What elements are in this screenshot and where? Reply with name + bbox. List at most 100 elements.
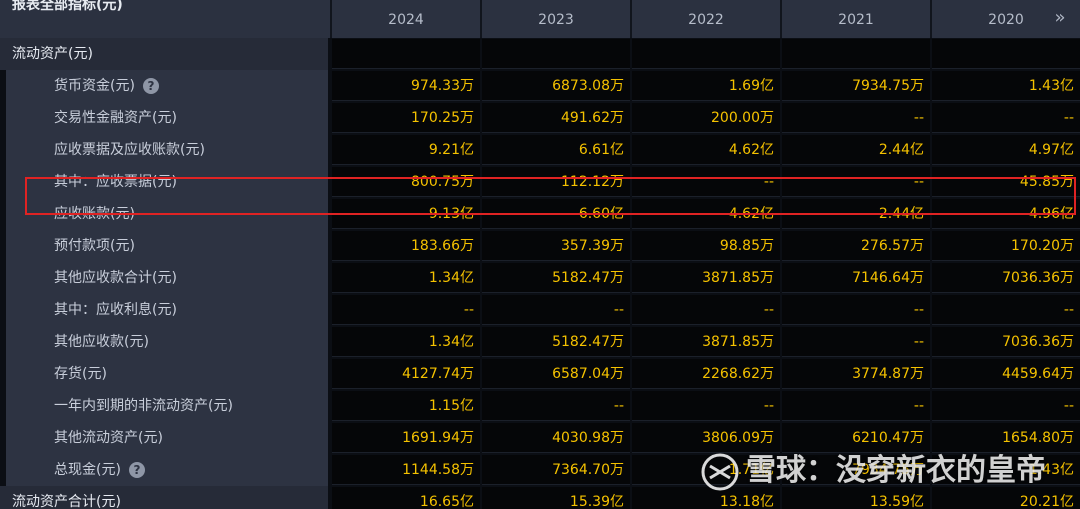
- value-cell-2023: 6587.04万: [482, 359, 630, 389]
- row-label: 应收票据及应收账款(元): [6, 134, 328, 166]
- value-cell-2023: [482, 39, 630, 69]
- row-label-text: 其他应收款(元): [54, 334, 149, 350]
- table-row: 货币资金(元)? 974.33万 6873.08万 1.69亿 7934.75万 1.43…: [0, 70, 1080, 102]
- value-cell-2020: --: [932, 103, 1080, 133]
- row-label: 总现金(元)?: [6, 454, 328, 486]
- value-cell-2022: [632, 39, 780, 69]
- row-label: 其中：应收票据(元): [6, 166, 328, 198]
- row-label: 其中：应收利息(元): [6, 294, 328, 326]
- value-cell-2024: 9.13亿: [332, 199, 480, 229]
- value-cell-2023: --: [482, 295, 630, 325]
- value-cell-2023: 15.39亿: [482, 487, 630, 509]
- row-label: 流动资产(元): [0, 38, 328, 70]
- value-cell-2021: [782, 39, 930, 69]
- value-cell-2020: --: [932, 391, 1080, 421]
- value-cell-2021: 7146.64万: [782, 263, 930, 293]
- value-cell-2022: --: [632, 391, 780, 421]
- year-column-2024[interactable]: 2024: [330, 0, 480, 38]
- value-cell-2022: 1.69亿: [632, 71, 780, 101]
- header-indicator-label: 报表全部指标(元): [0, 0, 330, 38]
- row-label: 交易性金融资产(元): [6, 102, 328, 134]
- value-cell-2022: --: [632, 167, 780, 197]
- year-column-2021[interactable]: 2021: [780, 0, 930, 38]
- help-icon[interactable]: ?: [129, 462, 145, 478]
- year-column-2020[interactable]: 2020: [930, 0, 1080, 38]
- watermark: 雪球：没穿新衣的皇帝: [700, 447, 1046, 495]
- table-row: 应收账款(元) 9.13亿 6.60亿 4.62亿 2.44亿 4.96亿: [0, 198, 1080, 230]
- value-cell-2022: 13.18亿: [632, 487, 780, 509]
- value-cell-2020: 1654.80万: [932, 423, 1080, 453]
- value-cell-2021: --: [782, 391, 930, 421]
- value-cell-2022: 4.62亿: [632, 199, 780, 229]
- value-cell-2024: 1691.94万: [332, 423, 480, 453]
- help-icon[interactable]: ?: [143, 78, 159, 94]
- row-label-text: 流动资产合计(元): [12, 494, 121, 509]
- row-label-text: 其中：应收利息(元): [54, 302, 177, 318]
- row-label: 流动资产合计(元): [0, 486, 328, 509]
- value-cell-2021: --: [782, 327, 930, 357]
- value-cell-2023: 5182.47万: [482, 327, 630, 357]
- value-cell-2022: 3806.09万: [632, 423, 780, 453]
- value-cell-2023: 6.60亿: [482, 199, 630, 229]
- header-title: 报表全部指标(元): [12, 0, 123, 13]
- value-cell-2020: 4.97亿: [932, 135, 1080, 165]
- double-chevron-right-icon[interactable]: »: [1054, 7, 1066, 28]
- value-cell-2024: 1144.58万: [332, 455, 480, 485]
- row-label-text: 流动资产(元): [12, 46, 93, 62]
- value-cell-2024: --: [332, 295, 480, 325]
- value-cell-2023: 491.62万: [482, 103, 630, 133]
- row-label-text: 货币资金(元): [54, 78, 135, 94]
- value-cell-2022: 3871.85万: [632, 263, 780, 293]
- table-row: 存货(元) 4127.74万 6587.04万 2268.62万 3774.87万 445…: [0, 358, 1080, 390]
- value-cell-2024: 16.65亿: [332, 487, 480, 509]
- value-cell-2020: 45.85万: [932, 167, 1080, 197]
- value-cell-2023: 357.39万: [482, 231, 630, 261]
- value-cell-2024: 1.34亿: [332, 263, 480, 293]
- row-label: 货币资金(元)?: [6, 70, 328, 102]
- row-label-text: 总现金(元): [54, 462, 121, 478]
- value-cell-2020: 170.20万: [932, 231, 1080, 261]
- value-cell-2024: 974.33万: [332, 71, 480, 101]
- value-cell-2022: 3871.85万: [632, 327, 780, 357]
- value-cell-2024: 1.34亿: [332, 327, 480, 357]
- value-cell-2021: 7934.75万: [782, 455, 930, 485]
- value-cell-2023: 112.12万: [482, 167, 630, 197]
- row-label-text: 其中：应收票据(元): [54, 174, 177, 190]
- table-row: 其他应收款合计(元) 1.34亿 5182.47万 3871.85万 7146.64万 7…: [0, 262, 1080, 294]
- value-cell-2023: 6873.08万: [482, 71, 630, 101]
- value-cell-2023: 6.61亿: [482, 135, 630, 165]
- value-cell-2022: 200.00万: [632, 103, 780, 133]
- year-column-2022[interactable]: 2022: [630, 0, 780, 38]
- value-cell-2024: 9.21亿: [332, 135, 480, 165]
- value-cell-2024: [332, 39, 480, 69]
- table-row: 其他应收款(元) 1.34亿 5182.47万 3871.85万 -- 7036.36万: [0, 326, 1080, 358]
- value-cell-2020: [932, 39, 1080, 69]
- value-cell-2024: 170.25万: [332, 103, 480, 133]
- value-cell-2020: 4459.64万: [932, 359, 1080, 389]
- table-row: 流动资产(元): [0, 38, 1080, 70]
- table-row: 交易性金融资产(元) 170.25万 491.62万 200.00万 -- --: [0, 102, 1080, 134]
- table-row: 应收票据及应收账款(元) 9.21亿 6.61亿 4.62亿 2.44亿 4.97亿: [0, 134, 1080, 166]
- table-header: 报表全部指标(元) 2024 2023 2022 2021 2020 »: [0, 0, 1080, 38]
- value-cell-2020: 20.21亿: [932, 487, 1080, 509]
- value-cell-2020: 1.43亿: [932, 455, 1080, 485]
- value-cell-2023: 5182.47万: [482, 263, 630, 293]
- value-cell-2024: 800.75万: [332, 167, 480, 197]
- table-row: 其中：应收利息(元) -- -- -- -- --: [0, 294, 1080, 326]
- row-label: 其他流动资产(元): [6, 422, 328, 454]
- value-cell-2020: 7036.36万: [932, 327, 1080, 357]
- table-row: 流动资产合计(元) 16.65亿 15.39亿 13.18亿 13.59亿 20.21亿: [0, 486, 1080, 509]
- row-label-text: 应收账款(元): [54, 206, 135, 222]
- row-label-text: 交易性金融资产(元): [54, 110, 177, 126]
- value-cell-2021: 7934.75万: [782, 71, 930, 101]
- year-column-2023[interactable]: 2023: [480, 0, 630, 38]
- value-cell-2020: 1.43亿: [932, 71, 1080, 101]
- value-cell-2021: 2.44亿: [782, 199, 930, 229]
- value-cell-2021: 276.57万: [782, 231, 930, 261]
- value-cell-2021: --: [782, 295, 930, 325]
- value-cell-2022: 4.62亿: [632, 135, 780, 165]
- value-cell-2022: --: [632, 295, 780, 325]
- value-cell-2020: --: [932, 295, 1080, 325]
- watermark-text: 雪球：没穿新衣的皇帝: [746, 453, 1046, 488]
